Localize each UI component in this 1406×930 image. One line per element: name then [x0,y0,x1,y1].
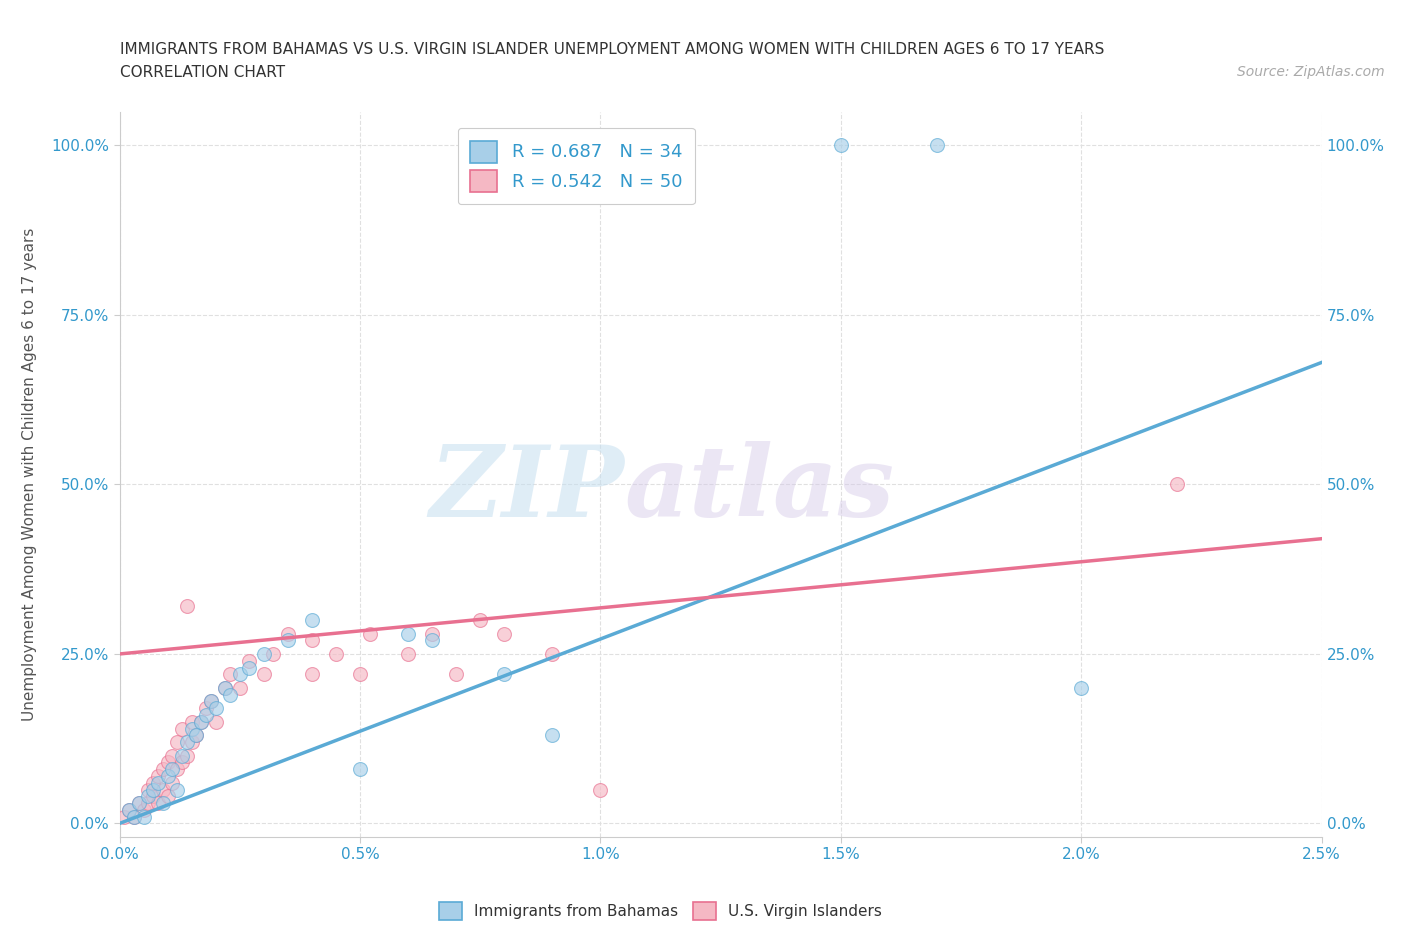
Point [396,626,419,641]
Point [214,681,236,696]
Point [541,646,564,661]
Point [156,768,179,783]
Point [176,599,198,614]
Point [359,626,381,641]
Point [468,613,492,628]
Text: ZIP: ZIP [429,441,624,537]
Point [152,762,174,777]
Point [301,613,323,628]
Point [238,653,260,668]
Point [162,776,184,790]
Point [301,667,323,682]
Point [195,708,218,723]
Text: CORRELATION CHART: CORRELATION CHART [120,65,284,80]
Point [219,667,242,682]
Point [180,714,202,729]
Point [166,762,188,777]
Point [325,646,347,661]
Point [420,633,443,648]
Text: Source: ZipAtlas.com: Source: ZipAtlas.com [1237,65,1385,79]
Point [138,782,160,797]
Point [122,809,145,824]
Point [200,694,222,709]
Point [190,714,212,729]
Point [494,667,516,682]
Point [238,660,260,675]
Point [156,789,179,804]
Point [146,768,169,783]
Point [166,782,188,797]
Point [166,735,188,750]
Point [142,782,165,797]
Text: IMMIGRANTS FROM BAHAMAS VS U.S. VIRGIN ISLANDER UNEMPLOYMENT AMONG WOMEN WITH CH: IMMIGRANTS FROM BAHAMAS VS U.S. VIRGIN I… [120,42,1104,57]
Point [277,633,299,648]
Point [228,681,252,696]
Point [176,735,198,750]
Point [186,728,208,743]
Point [170,749,193,764]
Point [349,762,371,777]
Point [142,776,165,790]
Point [589,782,612,797]
Point [156,755,179,770]
Point [138,796,160,811]
Point [118,803,141,817]
Point [253,646,276,661]
Point [162,762,184,777]
Point [146,796,169,811]
Point [118,803,141,817]
Point [112,809,135,824]
Point [170,755,193,770]
Point [180,721,202,736]
Point [214,681,236,696]
Point [830,138,852,153]
Point [170,721,193,736]
Point [1166,477,1188,492]
Point [186,728,208,743]
Point [1070,681,1092,696]
Y-axis label: Unemployment Among Women with Children Ages 6 to 17 years: Unemployment Among Women with Children A… [22,228,37,721]
Point [122,809,145,824]
Point [349,667,371,682]
Point [925,138,948,153]
Point [204,700,226,715]
Point [195,700,218,715]
Point [162,749,184,764]
Point [132,809,155,824]
Point [146,776,169,790]
Point [219,687,242,702]
Point [180,735,202,750]
Point [228,667,252,682]
Point [396,646,419,661]
Point [200,694,222,709]
Point [176,749,198,764]
Point [138,789,160,804]
Point [128,796,150,811]
Point [142,789,165,804]
Point [152,782,174,797]
Point [444,667,467,682]
Point [128,796,150,811]
Point [253,667,276,682]
Point [262,646,284,661]
Point [494,626,516,641]
Point [541,728,564,743]
Point [277,626,299,641]
Point [420,626,443,641]
Point [204,714,226,729]
Point [190,714,212,729]
Point [301,633,323,648]
Point [132,803,155,817]
Legend: Immigrants from Bahamas, U.S. Virgin Islanders: Immigrants from Bahamas, U.S. Virgin Isl… [433,896,889,926]
Text: atlas: atlas [624,441,894,537]
Point [152,796,174,811]
